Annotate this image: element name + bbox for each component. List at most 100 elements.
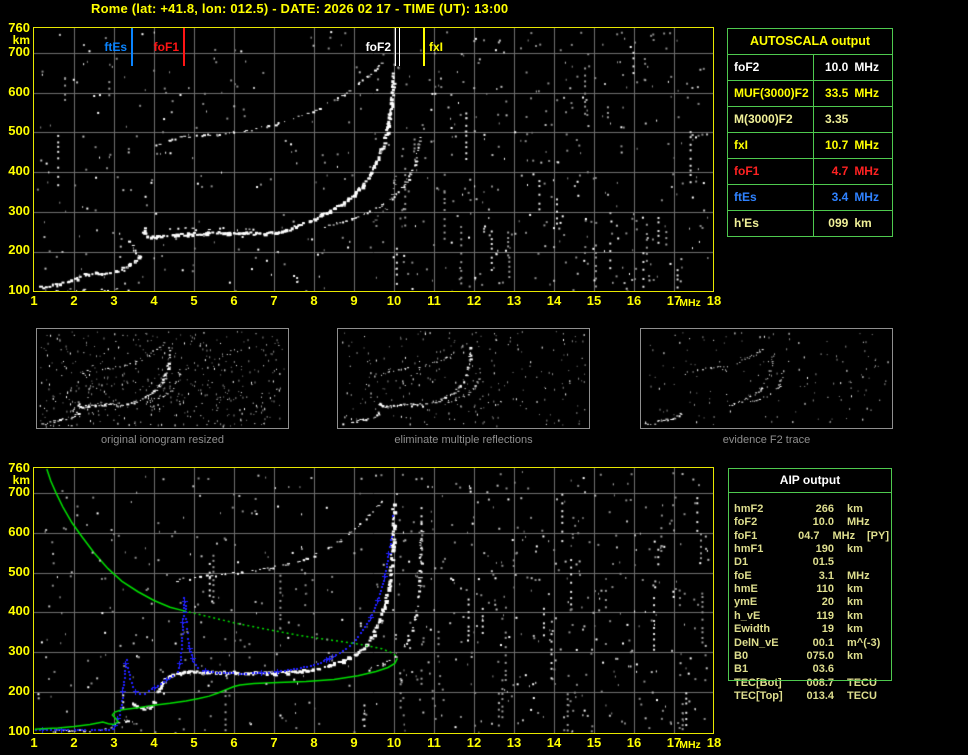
aip-parameter-unit: TECU [847, 689, 877, 702]
y-axis-tick-400: 400 [8, 162, 30, 178]
aip-parameter-value: 190 [815, 543, 834, 556]
bottom-ionogram-plot [33, 467, 714, 734]
autoscala-row-M3000F2: M(3000)F2 3.35 [728, 107, 892, 133]
aip-parameter-unit: km [847, 583, 863, 596]
y-axis-tick-100: 100 [8, 723, 30, 738]
foF2-marker-line [395, 28, 400, 66]
parameter-value: 10.7 MHz [813, 133, 892, 158]
aip-parameter-value: 075.0 [806, 649, 834, 662]
aip-parameter-value: 04.7 [798, 529, 820, 542]
value-number: 3.4 [831, 190, 849, 204]
x-axis-tick-12: 12 [466, 293, 482, 308]
value-unit: MHz [854, 60, 879, 74]
parameter-value: 3.35 [813, 107, 892, 132]
x-axis-tick-15: 15 [586, 293, 602, 308]
autoscala-row-MUF3000F2: MUF(3000)F2 33.5 MHz [728, 81, 892, 107]
thumbnail-eliminate-reflections [337, 328, 590, 429]
x-axis-tick-10: 10 [386, 735, 402, 750]
aip-parameter-unit: km [847, 649, 863, 662]
aip-parameter-unit: m^(-3) [847, 636, 881, 649]
aip-parameter-label: B0 [734, 649, 749, 662]
aip-row-hvE: h_vE 119 km [734, 610, 889, 622]
x-axis-tick-11: 11 [427, 735, 441, 750]
value-unit: MHz [854, 190, 879, 204]
autoscala-table-header: AUTOSCALA output [728, 29, 892, 55]
aip-row-B1: B1 03.6 [734, 663, 889, 675]
x-axis-tick-14: 14 [546, 735, 562, 750]
aip-parameter-unit [847, 663, 885, 675]
aip-parameter-label: foE [734, 569, 752, 582]
x-axis-tick-13: 13 [506, 293, 522, 308]
fxI-marker-label: fxI [429, 40, 444, 54]
aip-parameter-label: D1 [734, 556, 749, 569]
aip-table-header: AIP output [779, 473, 841, 487]
x-axis-tick-4: 4 [150, 735, 158, 750]
x-axis-unit-label: MHz [679, 297, 701, 309]
y-axis-tick-600: 600 [8, 83, 30, 99]
x-axis-tick-9: 9 [350, 293, 358, 308]
aip-row-ymE: ymE 20 km [734, 596, 889, 608]
x-axis-tick-9: 9 [350, 735, 358, 750]
aip-parameter-label: foF1 [734, 529, 758, 542]
x-axis-tick-16: 16 [626, 735, 642, 750]
y-axis-unit-label: km [12, 473, 30, 487]
aip-parameter-label: hmF1 [734, 543, 764, 556]
aip-parameter-value: 01.5 [812, 556, 834, 569]
y-axis-tick-760: 760 [8, 460, 30, 475]
autoscala-row-foF2: foF2 10.0 MHz [728, 55, 892, 81]
parameter-label: ftEs [734, 190, 757, 204]
ftEs-marker-label: ftEs [104, 40, 127, 54]
value-number: 4.7 [831, 164, 849, 178]
x-axis-tick-6: 6 [230, 293, 238, 308]
aip-parameter-value: 266 [815, 503, 834, 515]
x-axis-tick-4: 4 [150, 293, 158, 308]
aip-parameter-unit: km [847, 596, 863, 609]
x-axis-tick-3: 3 [110, 293, 118, 308]
parameter-value: 33.5 MHz [813, 81, 892, 106]
aip-parameter-value: 008.7 [806, 676, 834, 689]
value-unit: MHz [854, 164, 879, 178]
y-axis-tick-100: 100 [8, 282, 30, 298]
aip-parameter-label: TEC[Bot] [734, 676, 782, 689]
y-axis-tick-300: 300 [8, 643, 30, 659]
aip-parameter-value: 00.1 [812, 636, 834, 649]
aip-parameter-value: 03.6 [812, 663, 834, 676]
x-axis-tick-13: 13 [506, 735, 522, 750]
foF1-marker-line [183, 28, 185, 66]
aip-row-foF1: foF1 04.7 MHz [PY] [734, 530, 889, 542]
x-axis-tick-7: 7 [270, 293, 278, 308]
aip-parameter-unit [847, 556, 885, 568]
thumbnail3-caption: evidence F2 trace [722, 434, 811, 446]
aip-row-foF2: foF2 10.0 MHz [734, 516, 889, 528]
aip-parameter-label: h_vE [734, 609, 761, 622]
aip-header-separator [728, 492, 892, 493]
x-axis-tick-3: 3 [110, 735, 118, 750]
aip-parameter-label: foF2 [734, 516, 758, 529]
aip-parameter-unit: km [847, 543, 863, 556]
aip-parameter-unit: km [847, 503, 863, 515]
foF1-marker-label: foF1 [153, 40, 179, 54]
y-axis-tick-500: 500 [8, 563, 30, 579]
aip-parameter-value: 3.1 [818, 569, 834, 582]
y-axis-tick-200: 200 [8, 242, 30, 258]
parameter-label: foF1 [734, 164, 760, 178]
aip-row-foE: foE 3.1 MHz [734, 570, 889, 582]
aip-parameter-label: ymE [734, 596, 758, 609]
aip-row-DelNvE: DelN_vE 00.1 m^(-3) [734, 637, 889, 649]
value-number: 10.0 [824, 60, 849, 74]
x-axis-tick-5: 5 [190, 735, 198, 750]
thumbnail-evidence-f2 [640, 328, 893, 429]
aip-parameter-value: 19 [821, 623, 834, 636]
parameter-value: 4.7 MHz [813, 159, 892, 184]
autoscala-row-fxI: fxI 10.7 MHz [728, 133, 892, 159]
aip-parameter-label: TEC[Top] [734, 689, 783, 702]
value-number: 10.7 [824, 138, 849, 152]
autoscala-row-hEs: h'Es 099 km [728, 211, 892, 236]
x-axis-tick-14: 14 [546, 293, 562, 308]
aip-row-Ewidth: Ewidth 19 km [734, 623, 889, 635]
autoscala-row-ftEs: ftEs 3.4 MHz [728, 185, 892, 211]
aip-parameter-value: 20 [821, 596, 834, 609]
aip-row-B0: B0 075.0 km [734, 650, 889, 662]
y-axis-unit-label: km [12, 33, 30, 47]
